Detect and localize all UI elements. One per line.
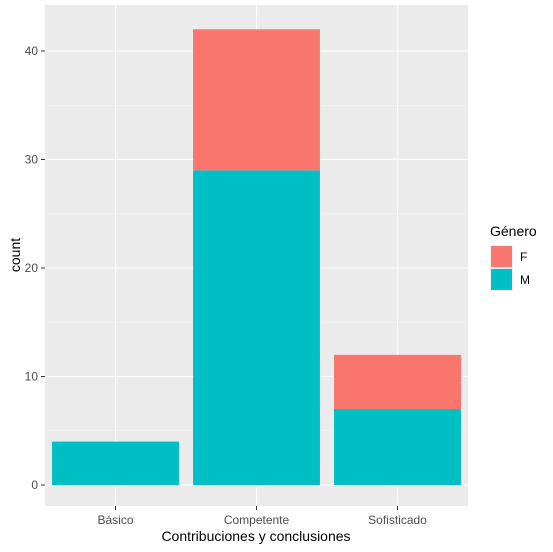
- bar-M-1: [193, 170, 320, 485]
- legend-label-F: F: [520, 250, 527, 264]
- x-tick-label: Básico: [97, 513, 133, 527]
- bar-F-2: [334, 354, 461, 410]
- legend-title: Género: [490, 223, 537, 239]
- y-tick-label: 0: [31, 478, 38, 492]
- bar-F-1: [193, 29, 320, 171]
- legend-swatch-M: [491, 269, 512, 290]
- x-tick-label: Sofisticado: [368, 513, 427, 527]
- y-tick-label: 30: [25, 153, 39, 167]
- y-tick-label: 40: [25, 44, 39, 58]
- legend-label-M: M: [520, 273, 530, 287]
- x-axis: Básico Competente Sofisticado: [97, 506, 427, 527]
- y-axis: 0 10 20 30 40: [25, 44, 45, 492]
- x-tick-label: Competente: [224, 513, 290, 527]
- y-tick-label: 10: [25, 370, 39, 384]
- x-axis-title: Contribuciones y conclusiones: [161, 528, 350, 544]
- legend: Género FM: [490, 223, 537, 291]
- bar-M-0: [52, 441, 179, 485]
- y-tick-label: 20: [25, 261, 39, 275]
- legend-swatch-F: [491, 246, 512, 267]
- bar-M-2: [334, 409, 461, 485]
- y-axis-title: count: [7, 238, 23, 272]
- bars: [52, 29, 461, 485]
